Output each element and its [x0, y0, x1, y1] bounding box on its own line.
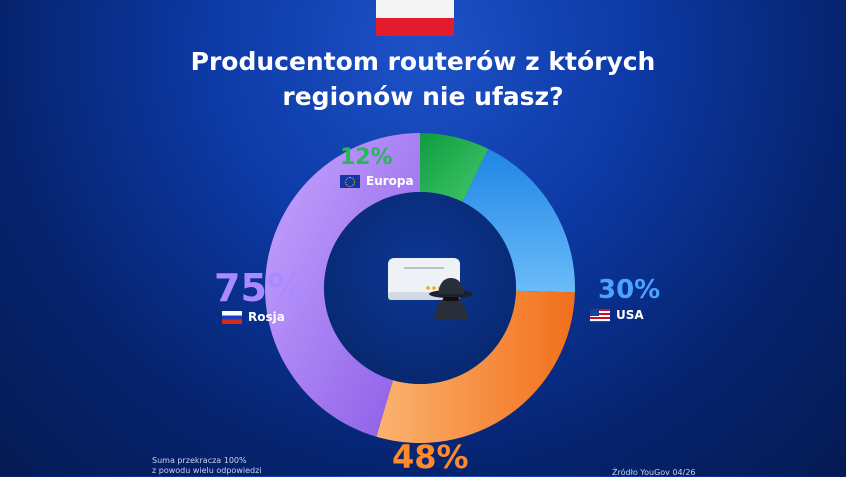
slice-chiny [376, 290, 575, 443]
source-note: Źródło YouGov 04/26 [612, 468, 696, 477]
poland-flag [376, 0, 454, 36]
russia-flag-icon [222, 310, 242, 324]
label-europa: 12% Europa [340, 146, 414, 188]
router-spy-icon [388, 258, 473, 320]
slice-europa [420, 133, 489, 202]
title-line-1: Producentom routerów z których [190, 47, 656, 76]
label-chiny-value: 48% [392, 438, 469, 476]
label-usa-name: USA [616, 308, 644, 322]
footnote-line-1: Suma przekracza 100% [152, 456, 247, 465]
label-rosja-name: Rosja [248, 310, 285, 324]
label-europa-name: Europa [366, 174, 414, 188]
label-europa-value: 12% [340, 145, 393, 170]
title-line-2: regionów nie ufasz? [282, 82, 564, 111]
label-chiny: 48% [392, 440, 469, 474]
label-usa-value: 30% [598, 275, 661, 305]
footnote-line-2: z powodu wielu odpowiedzi [152, 466, 262, 475]
label-usa: 30% USA [590, 275, 661, 322]
footnote: Suma przekracza 100% z powodu wielu odpo… [152, 456, 262, 476]
eu-flag-icon [340, 174, 360, 188]
chart-title: Producentom routerów z których regionów … [0, 44, 846, 114]
label-rosja: 75% Rosja [214, 268, 305, 324]
usa-flag-icon [590, 308, 610, 322]
slice-rosja [265, 133, 420, 437]
slice-usa [462, 148, 575, 293]
label-rosja-value: 75% [214, 266, 305, 310]
